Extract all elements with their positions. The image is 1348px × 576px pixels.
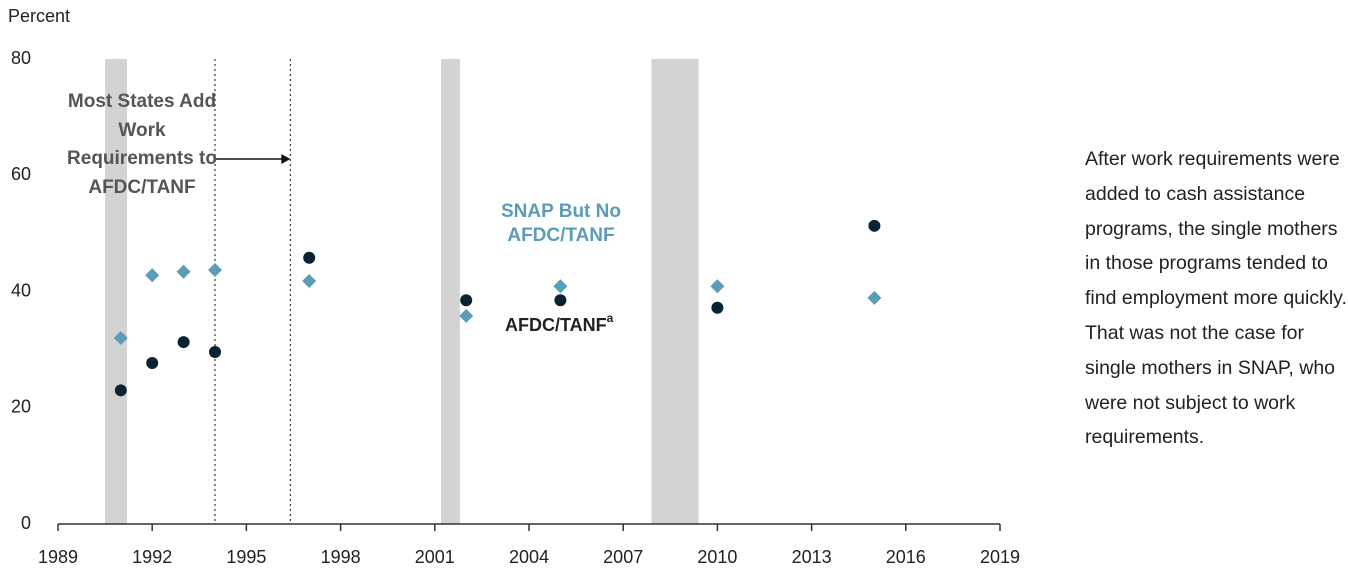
point (177, 336, 190, 349)
x-tick-label: 2004 (509, 547, 549, 567)
y-tick-label: 20 (11, 397, 31, 417)
point (459, 308, 474, 323)
y-tick-label: 0 (21, 513, 31, 533)
y-axis-label: Percent (8, 6, 70, 26)
point (460, 294, 473, 307)
point (146, 356, 159, 369)
annotation-box: Most States Add Work Requirements to AFD… (67, 91, 217, 198)
annotation: Most States Add Work Requirements to AFD… (67, 91, 217, 198)
recession-shade (441, 59, 460, 524)
point (145, 268, 160, 283)
point (176, 264, 191, 279)
x-tick-label: 2010 (697, 547, 737, 567)
recession-shade (651, 59, 699, 524)
recession-shade (105, 59, 128, 524)
arrow-head (281, 154, 291, 164)
y-tick-label: 80 (11, 48, 31, 68)
point (867, 290, 882, 305)
point (208, 262, 222, 277)
series-label-box: SNAP But No AFDC/TANF (501, 201, 621, 246)
point (303, 251, 316, 264)
x-tick-label: 2019 (980, 547, 1020, 567)
side-note-box: After work requirements were added to ca… (1085, 148, 1347, 449)
series-label-note: a (607, 311, 614, 325)
series-label-name: AFDC/TANF (505, 315, 607, 335)
y-tick-label: 60 (11, 164, 31, 184)
x-tick-label: 2007 (603, 547, 643, 567)
side-note: After work requirements were added to ca… (1085, 148, 1347, 449)
series-label: SNAP But No AFDC/TANF (501, 201, 621, 246)
point (553, 279, 568, 294)
point (209, 345, 221, 358)
point (554, 294, 567, 307)
point (114, 384, 127, 397)
x-tick-label: 1995 (226, 547, 266, 567)
point (868, 219, 881, 232)
point (302, 274, 317, 289)
x-tick-label: 2001 (415, 547, 455, 567)
x-tick-label: 1989 (38, 547, 78, 567)
x-tick-label: 2016 (886, 547, 926, 567)
series-label: AFDC/TANFa (505, 311, 614, 335)
y-tick-label: 40 (11, 280, 31, 300)
point (710, 279, 725, 294)
point (711, 301, 724, 314)
x-tick-label: 1992 (132, 547, 172, 567)
point (113, 331, 128, 345)
x-tick-label: 1998 (321, 547, 361, 567)
x-tick-label: 2013 (792, 547, 832, 567)
